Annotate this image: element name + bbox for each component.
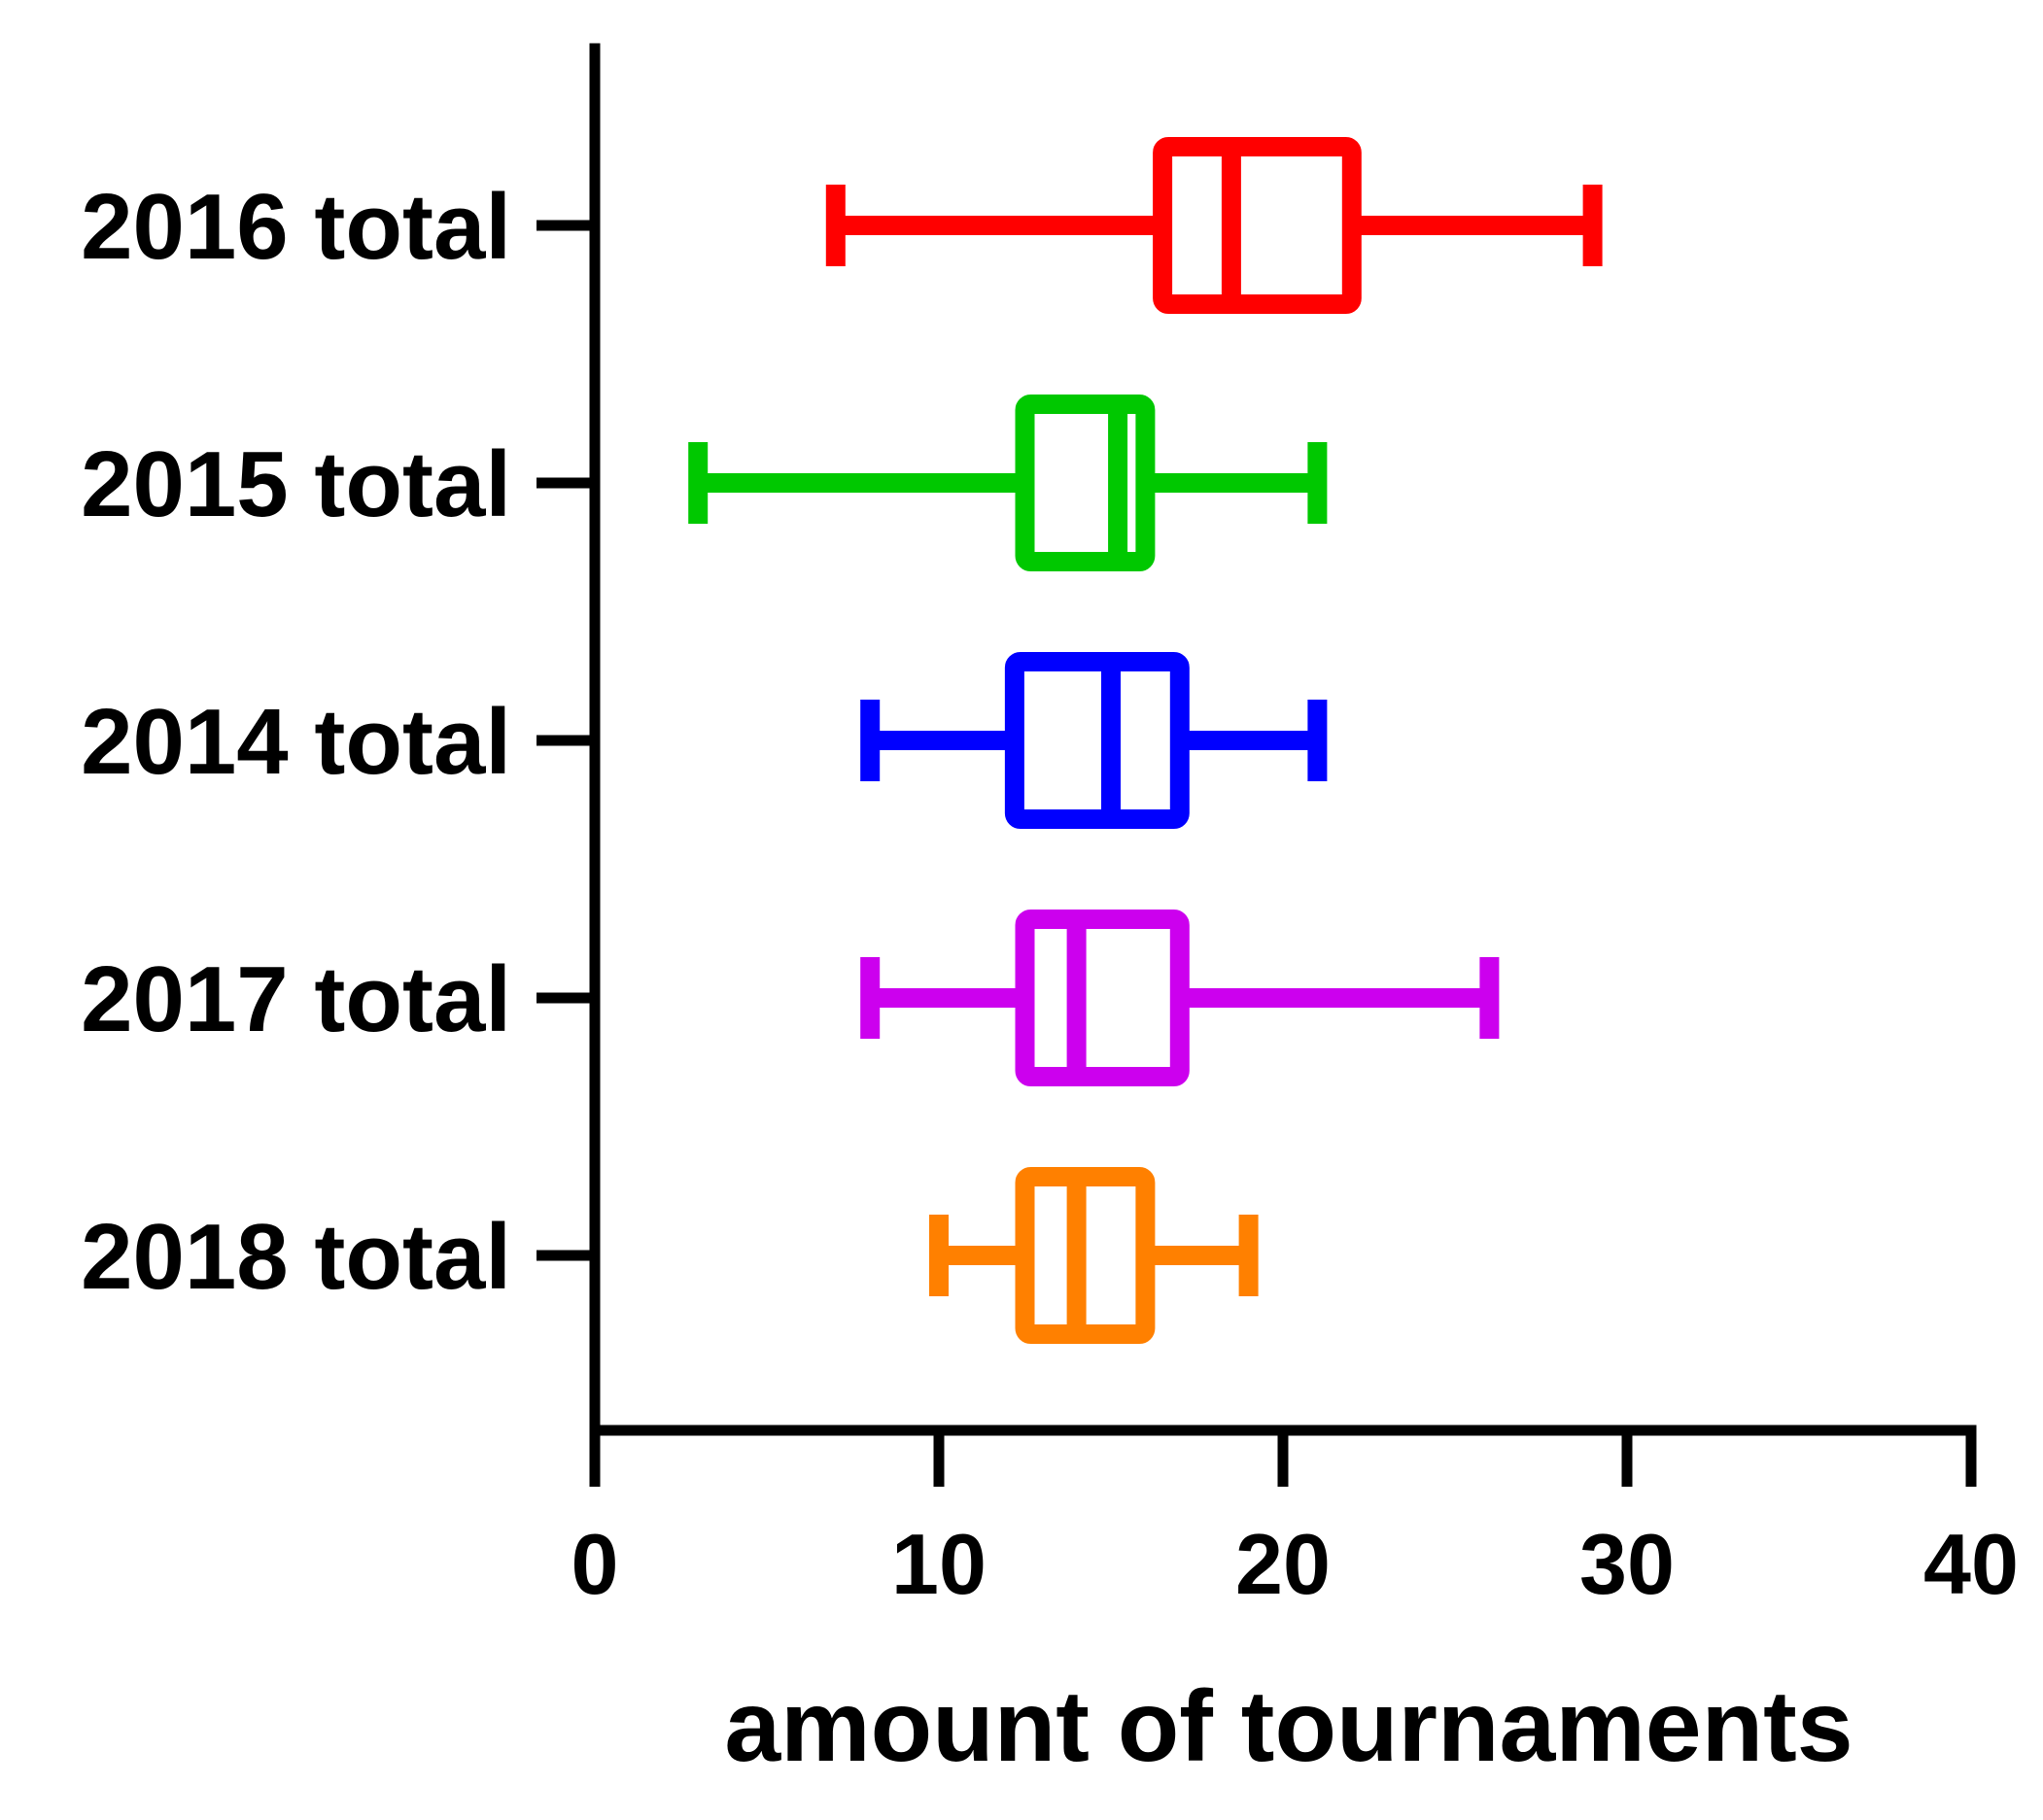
box-series-group xyxy=(688,137,1603,1344)
box-2017-total xyxy=(860,910,1500,1086)
interquartile-box xyxy=(1153,137,1362,314)
box-2016-total xyxy=(825,137,1603,314)
interquartile-box xyxy=(1004,652,1190,829)
y-axis-ticks: 2016 total 2015 total 2014 total 2017 total… xyxy=(81,175,595,1309)
x-tick-label: 0 xyxy=(571,1516,619,1612)
x-axis-label: amount of tournaments xyxy=(724,1670,1853,1783)
category-label: 2016 total xyxy=(81,175,511,279)
category-label: 2015 total xyxy=(81,432,511,536)
x-tick-label: 40 xyxy=(1923,1516,2019,1612)
x-tick-label: 20 xyxy=(1235,1516,1331,1612)
box-2014-total xyxy=(860,652,1328,829)
x-tick-label: 10 xyxy=(891,1516,987,1612)
box-2018-total xyxy=(929,1167,1259,1344)
x-tick-label: 30 xyxy=(1579,1516,1675,1612)
interquartile-box xyxy=(1015,910,1190,1086)
category-label: 2014 total xyxy=(81,690,511,794)
x-axis-ticks: 0 10 20 30 40 xyxy=(571,1430,2019,1612)
category-label: 2017 total xyxy=(81,947,511,1051)
box-2015-total xyxy=(688,395,1328,571)
category-label: 2018 total xyxy=(81,1205,511,1309)
